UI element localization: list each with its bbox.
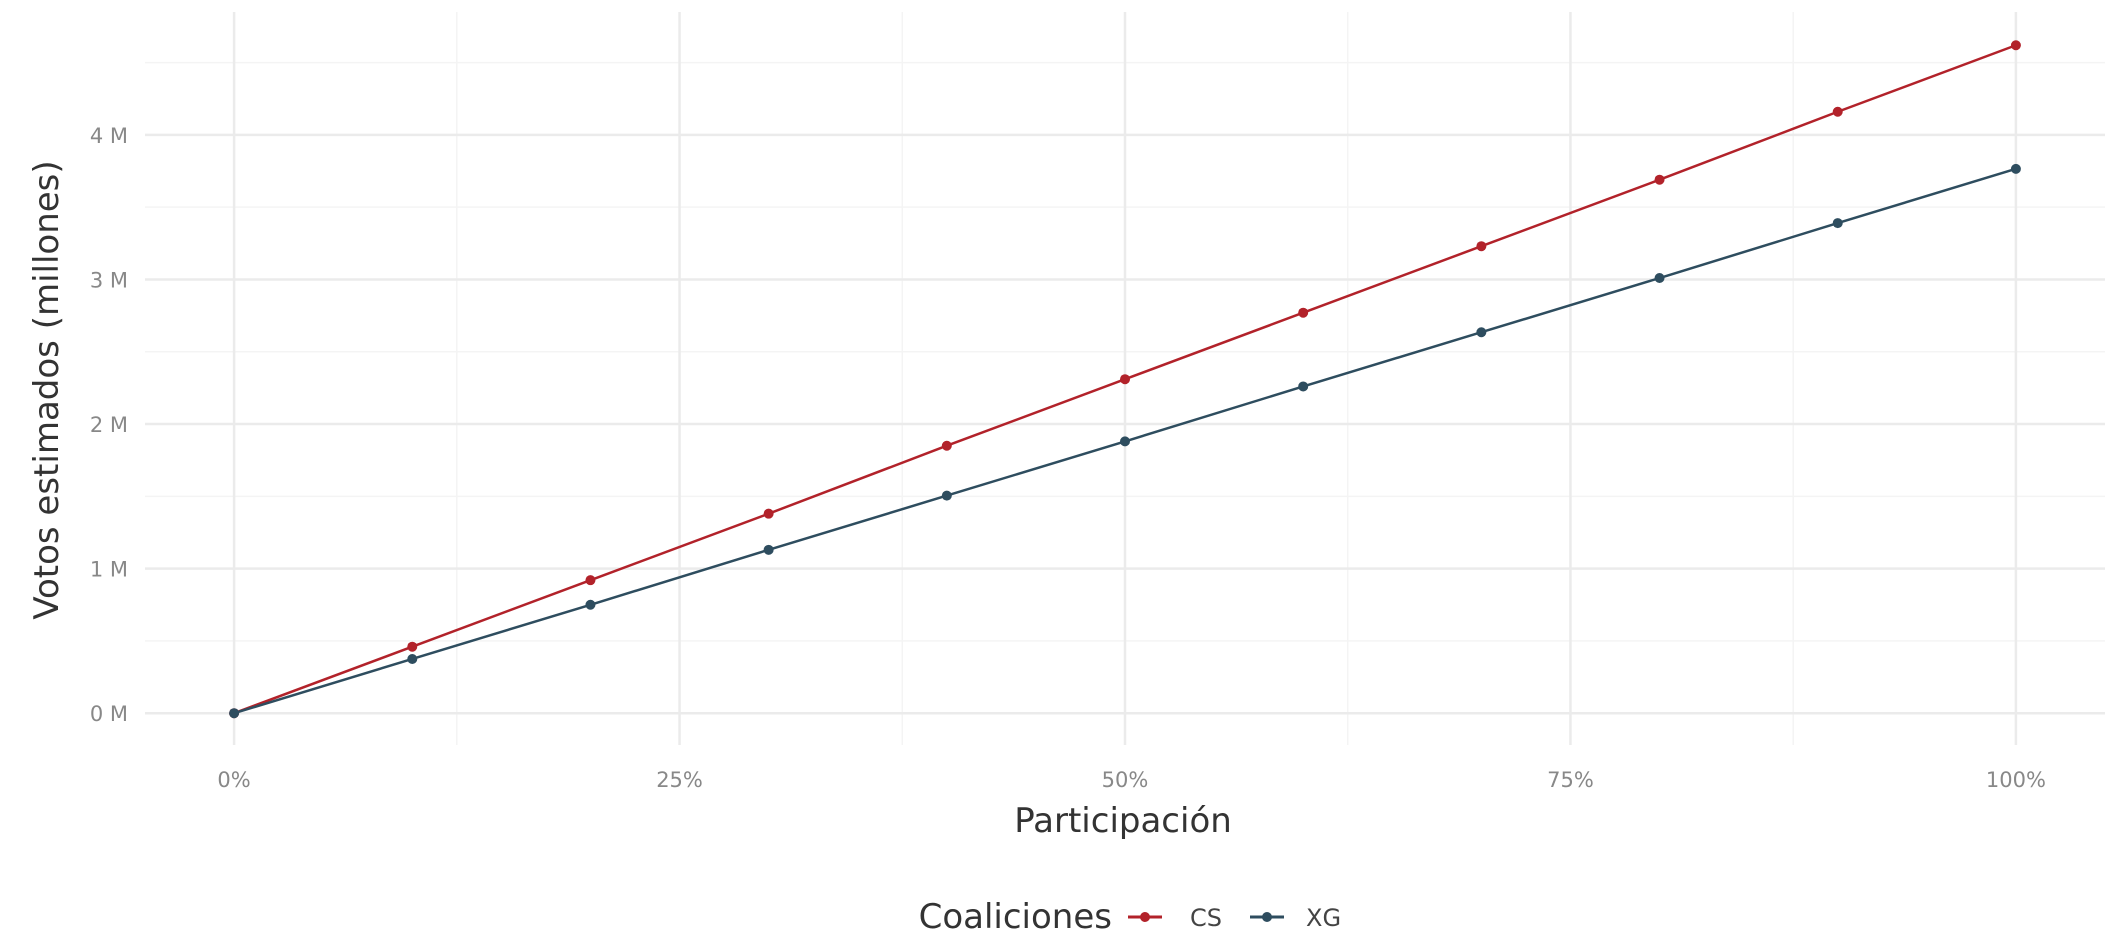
legend-label-xg: XG <box>1306 904 1341 931</box>
x-tick-label-2: 50% <box>1102 768 1149 792</box>
legend-marker-cs <box>1140 912 1150 922</box>
x-tick-label-4: 100% <box>1986 768 2046 792</box>
data-point-xg-3 <box>763 544 774 555</box>
legend-label-cs: CS <box>1190 904 1222 931</box>
data-point-xg-10 <box>2010 163 2021 174</box>
legend-item-xg: XG <box>1250 904 1341 931</box>
y-tick-label-0: 0 M <box>90 702 128 726</box>
x-axis-ticks: 0% 25% 50% 75% 100% <box>217 768 2046 792</box>
data-point-xg-4 <box>941 490 952 501</box>
data-point-cs-7 <box>1476 241 1487 252</box>
data-point-cs-6 <box>1298 307 1309 318</box>
data-point-cs-10 <box>2010 40 2021 51</box>
data-point-cs-4 <box>941 440 952 451</box>
y-axis-ticks: 0 M 1 M 2 M 3 M 4 M <box>90 124 128 726</box>
data-point-xg-6 <box>1298 381 1309 392</box>
x-tick-label-1: 25% <box>656 768 703 792</box>
data-point-cs-3 <box>763 508 774 519</box>
data-point-xg-9 <box>1832 218 1843 229</box>
legend-title: Coaliciones <box>919 897 1112 931</box>
y-tick-label-4: 4 M <box>90 124 128 148</box>
x-tick-label-3: 75% <box>1547 768 1594 792</box>
data-point-cs-5 <box>1120 374 1130 385</box>
data-point-xg-5 <box>1120 436 1130 447</box>
data-point-cs-1 <box>407 641 418 652</box>
y-tick-label-3: 3 M <box>90 268 128 292</box>
data-point-xg-0 <box>229 708 240 719</box>
x-tick-label-0: 0% <box>217 768 250 792</box>
grid <box>145 12 2105 745</box>
data-point-xg-1 <box>407 653 418 664</box>
x-axis-title: Participación <box>1014 801 1232 841</box>
legend-marker-xg <box>1262 912 1272 922</box>
series-lines <box>229 40 2021 719</box>
data-point-cs-8 <box>1654 174 1665 185</box>
data-point-cs-9 <box>1832 106 1843 117</box>
y-axis-title: Votos estimados (millones) <box>27 160 67 619</box>
y-tick-label-2: 2 M <box>90 413 128 437</box>
data-point-cs-2 <box>585 575 596 586</box>
legend-item-cs: CS <box>1128 904 1222 931</box>
data-point-xg-7 <box>1476 327 1487 338</box>
data-point-xg-8 <box>1654 273 1665 284</box>
legend: Coaliciones CS XG <box>919 897 1341 931</box>
data-point-xg-2 <box>585 599 596 610</box>
y-tick-label-1: 1 M <box>90 558 128 582</box>
